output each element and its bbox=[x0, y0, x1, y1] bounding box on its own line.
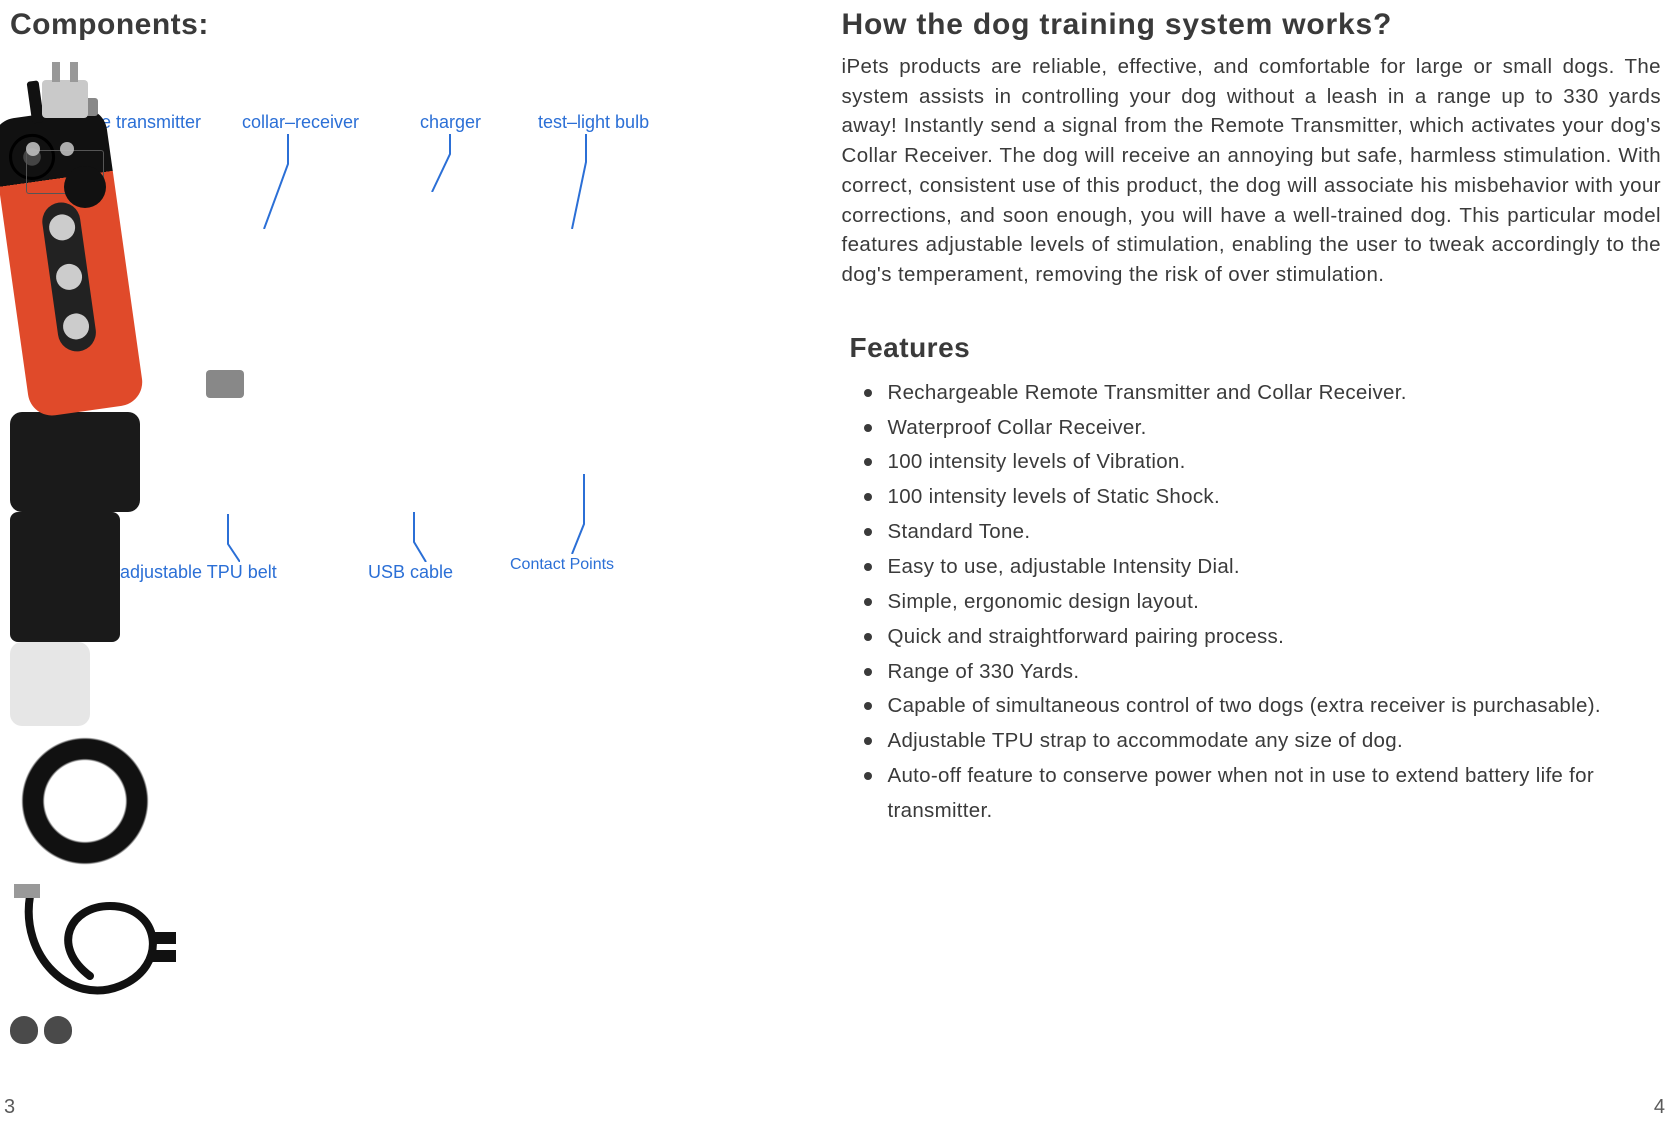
page-number-left: 3 bbox=[4, 1096, 15, 1119]
callout-contacts: Contact Points bbox=[510, 556, 614, 574]
component-collar bbox=[10, 412, 140, 512]
belt-buckle-icon bbox=[206, 370, 244, 398]
features-heading: Features bbox=[850, 332, 1662, 364]
features-list: Rechargeable Remote Transmitter and Coll… bbox=[864, 376, 1662, 829]
left-page: Components: remote transmitter collar–re… bbox=[0, 0, 836, 1127]
callout-line-collar bbox=[260, 134, 290, 229]
feature-item: Simple, ergonomic design layout. bbox=[864, 585, 1662, 620]
feature-item: 100 intensity levels of Vibration. bbox=[864, 445, 1662, 480]
component-belt bbox=[10, 726, 160, 876]
feature-item: Rechargeable Remote Transmitter and Coll… bbox=[864, 376, 1662, 411]
callout-collar: collar–receiver bbox=[242, 112, 359, 133]
component-bulb bbox=[10, 642, 90, 726]
howworks-heading: How the dog training system works? bbox=[842, 8, 1662, 42]
feature-item: Easy to use, adjustable Intensity Dial. bbox=[864, 550, 1662, 585]
callout-line-contacts bbox=[570, 474, 594, 554]
feature-item: Quick and straightforward pairing proces… bbox=[864, 620, 1662, 655]
components-heading: Components: bbox=[10, 8, 816, 42]
component-charger bbox=[10, 512, 120, 642]
components-diagram: remote transmitter collar–receiver charg… bbox=[10, 112, 650, 592]
callout-line-bulb bbox=[570, 134, 594, 229]
page-number-right: 4 bbox=[1654, 1096, 1665, 1119]
feature-item: Auto-off feature to conserve power when … bbox=[864, 759, 1662, 829]
callout-line-belt bbox=[200, 514, 240, 562]
right-page: How the dog training system works? iPets… bbox=[836, 0, 1671, 1127]
callout-bulb: test–light bulb bbox=[538, 112, 649, 133]
callout-usb: USB cable bbox=[368, 562, 453, 583]
callout-charger: charger bbox=[420, 112, 481, 133]
callout-line-usb bbox=[410, 512, 430, 562]
howworks-body: iPets products are reliable, effective, … bbox=[842, 52, 1662, 290]
feature-item: Waterproof Collar Receiver. bbox=[864, 411, 1662, 446]
remote-buttons-icon bbox=[40, 200, 99, 354]
component-contact-points bbox=[10, 1016, 80, 1052]
feature-item: 100 intensity levels of Static Shock. bbox=[864, 480, 1662, 515]
feature-item: Adjustable TPU strap to accommodate any … bbox=[864, 724, 1662, 759]
component-usb bbox=[10, 876, 180, 1016]
callout-belt: adjustable TPU belt bbox=[120, 562, 277, 583]
feature-item: Standard Tone. bbox=[864, 515, 1662, 550]
callout-line-charger bbox=[430, 134, 454, 192]
feature-item: Range of 330 Yards. bbox=[864, 655, 1662, 690]
feature-item: Capable of simultaneous control of two d… bbox=[864, 689, 1662, 724]
